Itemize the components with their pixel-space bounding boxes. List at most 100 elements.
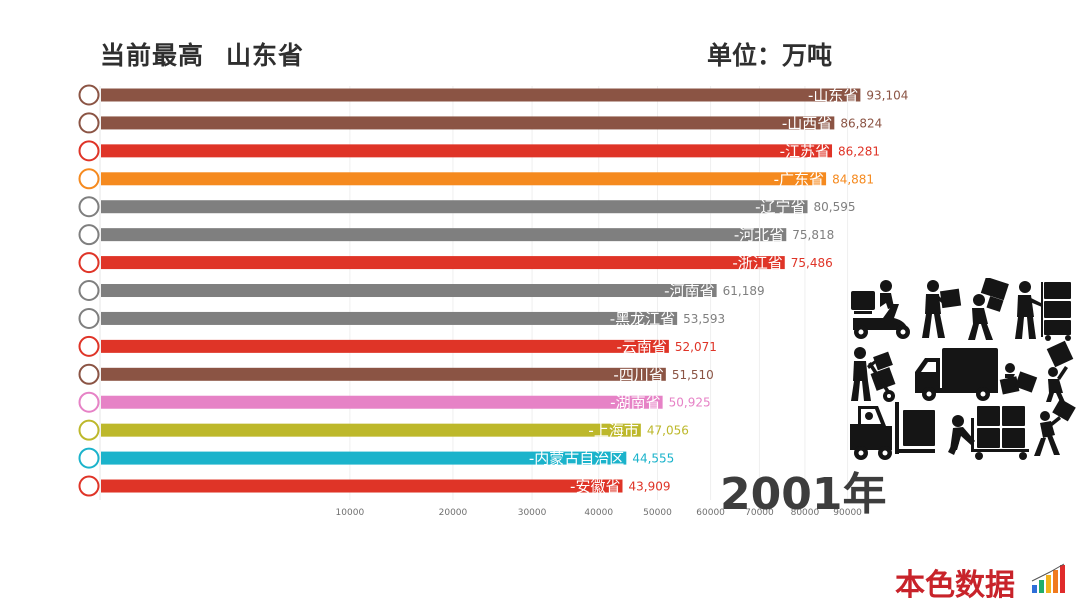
row-marker-circle: [78, 475, 100, 497]
value-label: 50,925: [669, 396, 711, 410]
value-label: 86,824: [840, 116, 882, 130]
value-label: 47,056: [647, 424, 689, 438]
x-tick-label: 80000: [791, 508, 820, 518]
row-marker-circle: [78, 280, 100, 302]
bar-label-prefix: -: [613, 366, 618, 384]
x-tick-label: 20000: [439, 508, 468, 518]
bar-category: 黑龙江省: [615, 310, 675, 328]
value-label: 51,510: [672, 368, 714, 382]
bar-category: 江苏省: [785, 142, 830, 160]
bar-label: -广东省: [774, 170, 824, 188]
bar-label: -云南省: [616, 338, 666, 356]
bar: [101, 367, 666, 381]
bar-chart: 10000 20000 30000 40000 50000 60000 70000 80000…: [78, 84, 908, 518]
bar-category: 安徽省: [575, 478, 620, 496]
year-label: 2001年: [720, 469, 887, 520]
bar-category: 湖南省: [616, 394, 661, 412]
x-axis-ticks: 10000 20000 30000 40000 50000 60000 70000 80000…: [336, 508, 863, 518]
row-marker-circle: [78, 224, 100, 246]
bar-row: -山东省 93,104: [78, 84, 908, 106]
bar-row: -河北省 75,818: [78, 224, 834, 246]
bar-label: -河北省: [734, 226, 784, 244]
bar-label: -上海市: [588, 422, 638, 440]
value-label: 53,593: [683, 312, 725, 326]
bar-category: 广东省: [779, 170, 824, 188]
bar-label-prefix: -: [755, 198, 760, 216]
courier-carrying-box-icon: [922, 280, 962, 338]
value-label: 84,881: [832, 172, 874, 186]
bar: [101, 339, 669, 353]
bar-label-prefix: -: [616, 338, 621, 356]
value-label: 80,595: [814, 200, 856, 214]
bar: [101, 256, 785, 270]
bar-row: -河南省 61,189: [78, 280, 765, 302]
row-marker-circle: [78, 84, 100, 106]
bar: [101, 228, 787, 242]
x-tick-label: 90000: [833, 508, 862, 518]
courier-carrying-boxes-icon: [968, 278, 1009, 340]
value-label: 75,818: [792, 228, 834, 242]
bar-category: 河北省: [739, 226, 784, 244]
bar-label: -江苏省: [780, 142, 830, 160]
bar-category: 上海市: [594, 422, 639, 440]
forklift-icon: [850, 402, 935, 460]
bar-row: -云南省 52,071: [78, 335, 717, 357]
bar-label: -四川省: [613, 366, 663, 384]
bar-category: 内蒙古自治区: [534, 450, 624, 468]
bar: [101, 88, 861, 102]
bar-label: -山东省: [808, 87, 858, 105]
bar-category: 山东省: [813, 87, 858, 105]
x-tick-label: 40000: [584, 508, 613, 518]
bar-category: 云南省: [622, 338, 667, 356]
bar: [101, 311, 678, 325]
bar-row: -辽宁省 80,595: [78, 196, 856, 218]
bar: [101, 200, 808, 214]
bar-label-prefix: -: [774, 170, 779, 188]
row-marker-circle: [78, 140, 100, 162]
bar: [101, 479, 623, 493]
bar-label-prefix: -: [780, 142, 785, 160]
bar-label-prefix: -: [732, 254, 737, 272]
bar-row: -安徽省 43,909: [78, 475, 670, 497]
bar: [101, 284, 717, 298]
bar-label-prefix: -: [570, 478, 575, 496]
value-label: 52,071: [675, 340, 717, 354]
logistics-pictogram: [850, 278, 1076, 460]
bar-label: -浙江省: [732, 254, 782, 272]
bar-label-prefix: -: [610, 310, 615, 328]
bar-category: 河南省: [670, 282, 715, 300]
courier-pushing-boxes-icon: [999, 363, 1038, 395]
x-tick-label: 60000: [696, 508, 725, 518]
bar-label-prefix: -: [529, 450, 534, 468]
bar-category: 辽宁省: [761, 198, 806, 216]
x-tick-label: 10000: [336, 508, 365, 518]
delivery-scooter-icon: [851, 280, 910, 339]
bar-label: -山西省: [782, 114, 832, 132]
delivery-truck-icon: [915, 348, 998, 401]
value-label: 86,281: [838, 144, 880, 158]
bar: [101, 116, 835, 130]
bar-row: -江苏省 86,281: [78, 140, 880, 162]
bar-label: -安徽省: [570, 478, 620, 496]
row-marker-circle: [78, 252, 100, 274]
value-label: 75,486: [791, 256, 833, 270]
bar: [101, 423, 641, 437]
bar-category: 山西省: [787, 114, 832, 132]
bar: [101, 395, 663, 409]
bar: [101, 144, 833, 158]
row-marker-circle: [78, 447, 100, 469]
bar-label: -河南省: [664, 282, 714, 300]
cart-with-boxes-icon: [948, 406, 1029, 460]
x-tick-label: 50000: [643, 508, 672, 518]
x-tick-label: 30000: [518, 508, 547, 518]
x-tick-label: 70000: [745, 508, 774, 518]
bar-row: -黑龙江省 53,593: [78, 307, 725, 329]
bars: -山东省 93,104-山西省 86,824-江苏省 86,281-广东省 84,881…: [78, 84, 908, 497]
row-marker-circle: [78, 363, 100, 385]
bar-category: 四川省: [619, 366, 664, 384]
bar-label: -黑龙江省: [610, 310, 675, 328]
bar-row: -湖南省 50,925: [78, 391, 711, 413]
bar-row: -四川省 51,510: [78, 363, 714, 385]
bar-label: -湖南省: [610, 394, 660, 412]
bar-label-prefix: -: [808, 87, 813, 105]
